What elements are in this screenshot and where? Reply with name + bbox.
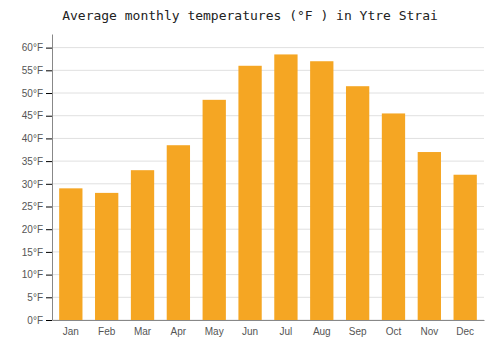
grid-line xyxy=(52,93,484,94)
tick-mark xyxy=(46,297,52,298)
axis-line xyxy=(53,320,485,321)
tick-label: Apr xyxy=(171,326,187,337)
bar xyxy=(203,100,226,320)
tick-label: 15°F xyxy=(22,247,43,258)
x-tick: Feb xyxy=(98,326,116,337)
bar xyxy=(238,66,261,320)
y-tick: 20°F xyxy=(22,224,52,235)
bar xyxy=(310,61,333,320)
tick-mark xyxy=(46,161,52,162)
bar xyxy=(95,193,118,320)
x-tick: May xyxy=(205,326,224,337)
x-tick: Jun xyxy=(242,326,258,337)
chart: 0°F 5°F 10°F 15°F 20°F 25°F 30°F 35°F 40°F 45°F 50… xyxy=(0,0,500,350)
bar xyxy=(454,175,477,320)
y-tick: 45°F xyxy=(22,110,52,121)
tick-label: Dec xyxy=(456,326,474,337)
tick-label: Feb xyxy=(98,326,116,337)
y-tick: 50°F xyxy=(22,88,52,99)
tick-label: 0°F xyxy=(27,315,43,326)
x-tick: Sep xyxy=(349,326,367,337)
bar xyxy=(418,152,441,320)
tick-label: Mar xyxy=(134,326,152,337)
y-tick: 25°F xyxy=(22,201,52,212)
tick-label: Jun xyxy=(242,326,258,337)
x-tick: Mar xyxy=(134,326,152,337)
tick-mark xyxy=(46,207,52,208)
tick-mark xyxy=(46,70,52,71)
bar xyxy=(346,86,369,320)
tick-mark xyxy=(46,116,52,117)
bar xyxy=(382,113,405,320)
tick-label: Aug xyxy=(313,326,331,337)
tick-label: Jan xyxy=(63,326,79,337)
grid-line xyxy=(52,47,484,48)
y-tick: 35°F xyxy=(22,156,52,167)
y-tick: 60°F xyxy=(22,42,52,53)
x-tick: Apr xyxy=(171,326,187,337)
tick-mark xyxy=(46,320,52,321)
y-tick: 15°F xyxy=(22,247,52,258)
bars xyxy=(59,54,477,320)
x-tick: Oct xyxy=(386,326,402,337)
y-axis: 0°F 5°F 10°F 15°F 20°F 25°F 30°F 35°F 40°F 45°F 50… xyxy=(22,35,53,326)
bar xyxy=(167,145,190,320)
tick-mark xyxy=(46,229,52,230)
plot: 0°F 5°F 10°F 15°F 20°F 25°F 30°F 35°F 40°F 45°F 50… xyxy=(22,35,485,338)
axis-line xyxy=(52,35,53,321)
tick-label: 55°F xyxy=(22,65,43,76)
title: Average monthly temperatures (°F ) in Yt… xyxy=(62,8,438,23)
x-tick: Aug xyxy=(313,326,331,337)
bar xyxy=(59,188,82,320)
tick-label: 45°F xyxy=(22,110,43,121)
tick-label: Nov xyxy=(420,326,438,337)
tick-label: 10°F xyxy=(22,269,43,280)
grid xyxy=(52,48,484,320)
tick-mark xyxy=(46,252,52,253)
tick-mark xyxy=(46,48,52,49)
tick-label: 40°F xyxy=(22,133,43,144)
grid-line xyxy=(52,115,484,116)
x-tick: Dec xyxy=(456,326,474,337)
y-tick: 10°F xyxy=(22,269,52,280)
tick-label: Oct xyxy=(386,326,402,337)
bar xyxy=(131,170,154,320)
grid-line xyxy=(52,138,484,139)
x-tick: Jul xyxy=(280,326,293,337)
y-tick: 30°F xyxy=(22,179,52,190)
x-tick: Jan xyxy=(63,326,79,337)
tick-label: 60°F xyxy=(22,42,43,53)
x-axis: Jan Feb Mar Apr May Jun Jul Aug Sep Oct Nov Dec xyxy=(53,321,485,338)
tick-label: 25°F xyxy=(22,201,43,212)
y-tick: 5°F xyxy=(27,292,52,303)
tick-label: 5°F xyxy=(27,292,43,303)
tick-mark xyxy=(46,93,52,94)
tick-label: Jul xyxy=(280,326,293,337)
tick-label: 50°F xyxy=(22,88,43,99)
y-tick: 55°F xyxy=(22,65,52,76)
tick-mark xyxy=(46,138,52,139)
x-tick: Nov xyxy=(420,326,438,337)
y-tick: 0°F xyxy=(27,315,52,326)
tick-label: 35°F xyxy=(22,156,43,167)
tick-mark xyxy=(46,184,52,185)
y-tick: 40°F xyxy=(22,133,52,144)
tick-label: 30°F xyxy=(22,179,43,190)
tick-label: Sep xyxy=(349,326,367,337)
bar xyxy=(274,54,297,320)
tick-label: May xyxy=(205,326,224,337)
tick-label: 20°F xyxy=(22,224,43,235)
tick-mark xyxy=(46,275,52,276)
grid-line xyxy=(52,70,484,71)
